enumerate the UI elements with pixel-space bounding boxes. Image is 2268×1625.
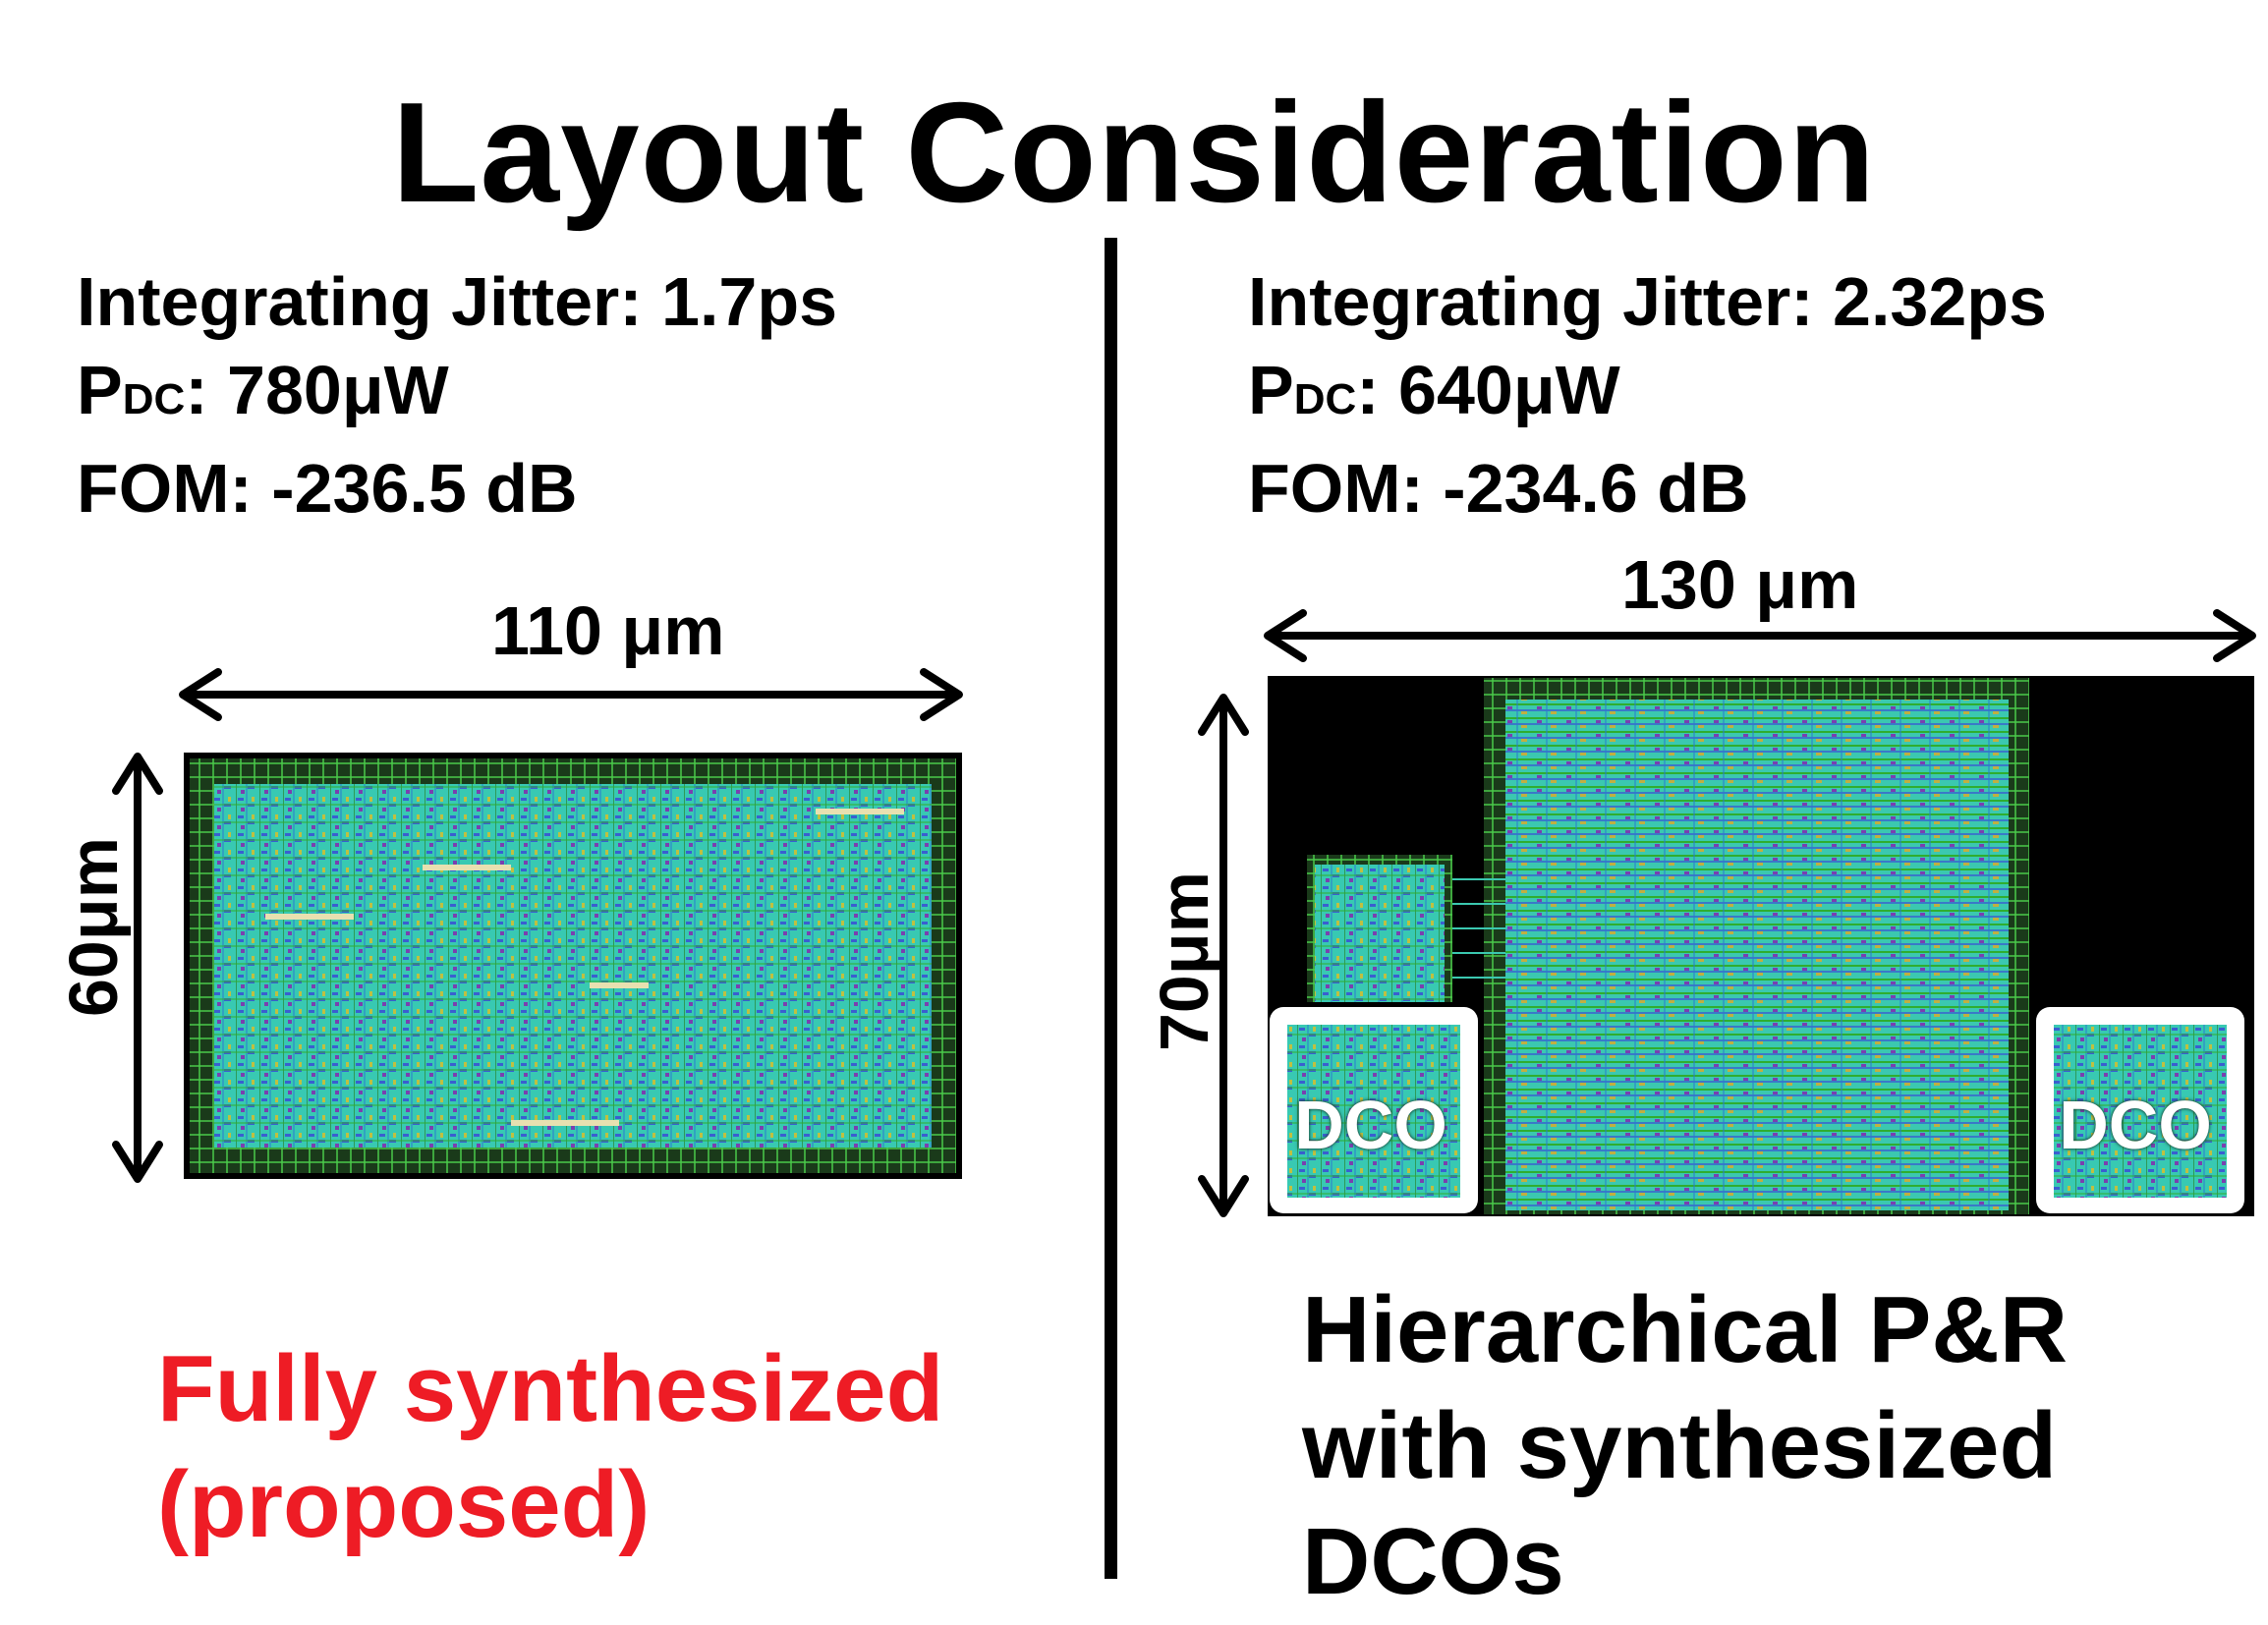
center-divider — [1105, 238, 1117, 1579]
right-height-label: 70μm — [1146, 871, 1222, 1051]
right-jitter: Integrating Jitter: 2.32ps — [1248, 263, 2047, 340]
right-power-prefix: P — [1248, 352, 1294, 428]
left-caption-line-2: (proposed) — [157, 1452, 651, 1557]
slide-title: Layout Consideration — [391, 73, 1877, 232]
right-power-subscript: DC — [1293, 375, 1357, 423]
left-power-prefix: P — [77, 352, 123, 428]
left-power: PDC: 780μW — [77, 346, 837, 444]
left-fom: FOM: -236.5 dB — [77, 450, 578, 527]
right-width-arrow — [1264, 609, 2256, 662]
left-caption: Fully synthesized (proposed) — [157, 1331, 943, 1563]
right-caption-line-2: with synthesized — [1302, 1393, 2058, 1498]
left-height-arrow — [112, 753, 163, 1183]
right-height-arrow — [1198, 694, 1249, 1217]
left-power-value: : 780μW — [185, 352, 449, 428]
left-spec-block: Integrating Jitter: 1.7ps PDC: 780μW FOM… — [77, 257, 837, 532]
right-power: PDC: 640μW — [1248, 346, 2047, 444]
dco-label-right: DCO — [2059, 1087, 2212, 1163]
right-spec-block: Integrating Jitter: 2.32ps PDC: 640μW FO… — [1248, 257, 2047, 532]
left-width-label: 110 μm — [491, 592, 725, 669]
right-caption-line-3: DCOs — [1302, 1509, 1564, 1614]
dco-label-left: DCO — [1294, 1087, 1447, 1163]
left-width-arrow — [179, 668, 963, 721]
left-jitter: Integrating Jitter: 1.7ps — [77, 263, 838, 340]
right-fom: FOM: -234.6 dB — [1248, 450, 1749, 527]
right-caption: Hierarchical P&R with synthesized DCOs — [1302, 1272, 2068, 1620]
left-layout — [184, 753, 962, 1179]
right-power-value: : 640μW — [1356, 352, 1620, 428]
left-power-subscript: DC — [122, 375, 186, 423]
left-caption-line-1: Fully synthesized — [157, 1336, 944, 1441]
left-height-label: 60μm — [55, 837, 132, 1017]
right-caption-line-1: Hierarchical P&R — [1302, 1277, 2069, 1382]
right-width-label: 130 μm — [1621, 546, 1859, 623]
right-layout — [1268, 676, 2254, 1216]
